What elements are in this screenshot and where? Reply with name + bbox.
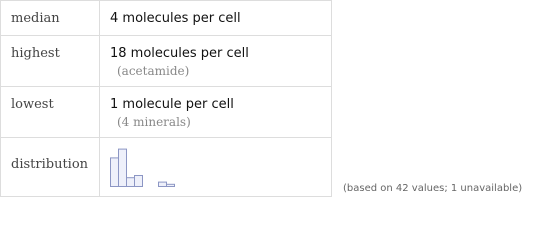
row-value: 4 molecules per cell xyxy=(110,11,241,26)
footnote: (based on 42 values; 1 unavailable) xyxy=(343,183,522,194)
histogram-bar xyxy=(166,183,175,188)
row-label: highest xyxy=(11,46,61,61)
row-label: median xyxy=(11,11,60,26)
row-label: lowest xyxy=(11,97,54,112)
page: distribution (based on 42 values; 1 unav… xyxy=(0,0,523,197)
histogram-bar xyxy=(126,177,135,187)
histogram-bar xyxy=(134,175,143,187)
table-border xyxy=(0,0,332,197)
histogram-bar xyxy=(110,157,119,187)
row-note: (acetamide) xyxy=(117,64,189,78)
row-value: 18 molecules per cell xyxy=(110,46,249,61)
histogram-bar xyxy=(118,148,127,188)
row-label: distribution xyxy=(11,157,89,172)
row-note: (4 minerals) xyxy=(117,115,191,129)
row-value: 1 molecule per cell xyxy=(110,97,234,112)
histogram-bar xyxy=(158,181,167,188)
screen: distribution (based on 42 values; 1 unav… xyxy=(0,0,522,197)
